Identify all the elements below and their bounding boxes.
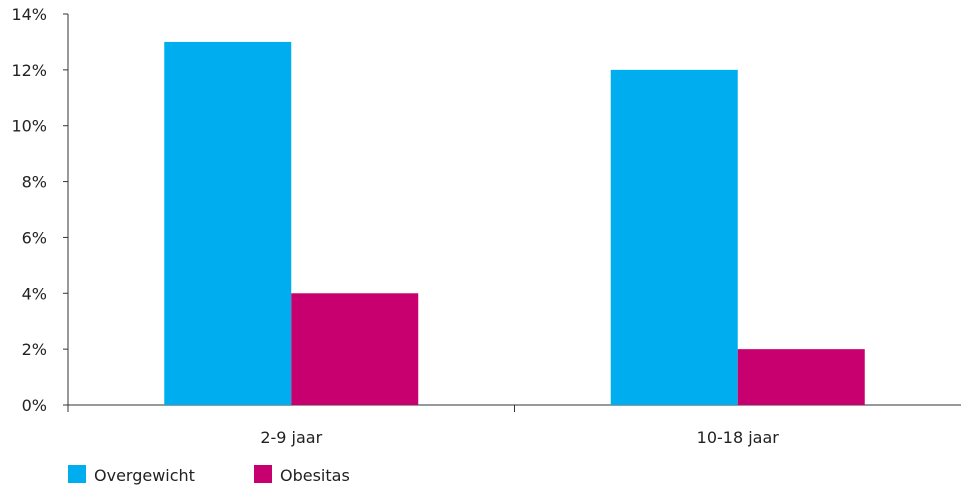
y-tick-label: 6% bbox=[22, 228, 47, 247]
y-tick-label: 2% bbox=[22, 340, 47, 359]
legend-swatch-overgewicht bbox=[68, 465, 86, 483]
y-axis: 0% 2% 4% 6% 8% 10% 12% 14% bbox=[11, 5, 69, 415]
bars bbox=[164, 41, 865, 406]
y-tick-label: 14% bbox=[11, 5, 47, 24]
x-tick-label: 2-9 jaar bbox=[260, 428, 322, 447]
legend-swatch-obesitas bbox=[254, 465, 272, 483]
x-axis: 2-9 jaar 10-18 jaar bbox=[67, 404, 961, 447]
bar-overgewicht-1 bbox=[164, 41, 292, 406]
bar-obesitas-1 bbox=[291, 293, 419, 405]
y-tick-label: 8% bbox=[22, 173, 47, 192]
y-tick-label: 10% bbox=[11, 117, 47, 136]
bar-overgewicht-2 bbox=[610, 69, 738, 405]
y-tick-label: 12% bbox=[11, 61, 47, 80]
x-tick-label: 10-18 jaar bbox=[697, 428, 780, 447]
legend-label-obesitas: Obesitas bbox=[280, 466, 350, 485]
legend-label-overgewicht: Overgewicht bbox=[94, 466, 195, 485]
legend: Overgewicht Obesitas bbox=[68, 465, 350, 485]
y-tick-label: 0% bbox=[22, 396, 47, 415]
bar-obesitas-2 bbox=[737, 349, 865, 405]
y-tick-label: 4% bbox=[22, 284, 47, 303]
